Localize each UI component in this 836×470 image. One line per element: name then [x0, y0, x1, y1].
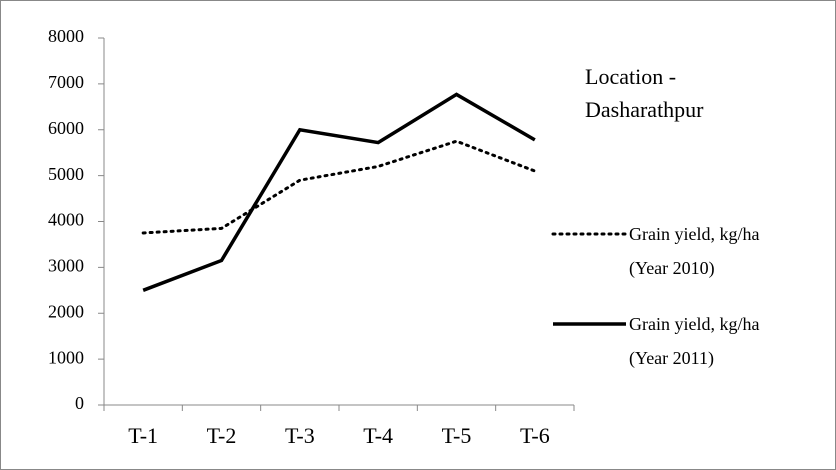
x-tick-label: T-4	[363, 423, 393, 448]
legend-label: Grain yield, kg/ha (Year 2010)	[629, 224, 760, 278]
y-tick-label: 0	[75, 393, 84, 413]
annotation: Location - Dasharathpur	[585, 64, 704, 122]
y-tick-label: 8000	[48, 26, 84, 46]
y-tick-label: 5000	[48, 164, 84, 184]
series-line	[142, 92, 536, 292]
y-tick-label: 6000	[48, 118, 84, 138]
x-tick-label: T-5	[442, 423, 472, 448]
x-tick-label: T-6	[520, 423, 550, 448]
x-tick-label: T-3	[285, 423, 315, 448]
y-tick-label: 3000	[48, 256, 84, 276]
y-tick-label: 1000	[48, 347, 84, 367]
x-tick-label: T-1	[128, 423, 158, 448]
y-tick-label: 7000	[48, 72, 84, 92]
y-tick-label: 4000	[48, 210, 84, 230]
series-line	[141, 139, 537, 235]
y-tick-label: 2000	[48, 301, 84, 321]
legend-label: Grain yield, kg/ha (Year 2011)	[629, 314, 760, 368]
x-tick-label: T-2	[207, 423, 237, 448]
